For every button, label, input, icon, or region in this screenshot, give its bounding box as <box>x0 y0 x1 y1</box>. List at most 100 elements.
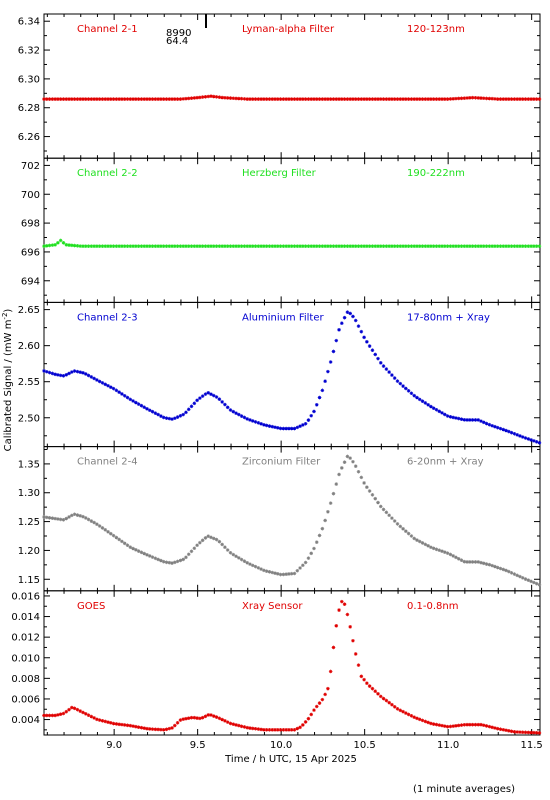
data-point <box>206 534 211 539</box>
data-point <box>136 244 141 248</box>
data-point <box>451 96 455 101</box>
panel-filter-label: Lyman-alpha Filter <box>242 24 335 35</box>
data-point <box>256 566 261 570</box>
data-point <box>476 244 481 248</box>
data-point <box>356 663 361 667</box>
data-point <box>161 728 166 732</box>
data-point <box>276 728 280 732</box>
data-point <box>537 244 542 248</box>
data-point <box>351 97 355 101</box>
y-tick-label: 1.30 <box>18 488 40 499</box>
data-point <box>412 97 416 101</box>
y-tick-label: 694 <box>21 276 40 287</box>
data-point <box>384 698 389 703</box>
panel-band-label: 17-80nm + Xray <box>407 312 490 323</box>
data-point <box>298 424 302 428</box>
data-point <box>384 244 389 248</box>
data-point <box>81 710 85 715</box>
data-point <box>468 96 472 100</box>
data-point <box>309 97 314 101</box>
y-tick-label: 0.004 <box>11 715 40 726</box>
data-point <box>142 405 147 410</box>
y-tick-label: 1.15 <box>18 575 40 586</box>
data-point <box>481 723 486 728</box>
data-point <box>153 244 158 248</box>
data-point <box>495 244 500 248</box>
data-point <box>390 702 394 707</box>
data-point <box>253 97 258 101</box>
data-point <box>501 727 506 732</box>
data-point <box>114 388 119 393</box>
data-point <box>415 395 419 400</box>
data-point <box>56 97 60 101</box>
data-point <box>156 412 160 417</box>
data-point <box>262 727 266 732</box>
data-point <box>81 97 85 101</box>
data-point <box>267 424 272 428</box>
data-point <box>334 624 339 628</box>
data-point <box>501 244 506 248</box>
data-point <box>181 97 185 101</box>
data-point <box>131 399 135 403</box>
data-point <box>128 723 133 728</box>
data-point <box>523 577 528 581</box>
data-point <box>276 244 280 248</box>
data-point <box>237 244 241 248</box>
data-point <box>295 425 300 430</box>
data-point <box>459 558 464 563</box>
data-point <box>378 361 383 365</box>
data-point <box>289 426 294 431</box>
data-point <box>312 409 316 414</box>
data-point <box>153 727 158 732</box>
data-point <box>256 421 261 425</box>
data-point <box>100 381 105 385</box>
data-point <box>443 550 447 554</box>
y-tick-label: 2.65 <box>18 305 40 316</box>
data-point <box>529 438 533 442</box>
data-point <box>248 244 252 248</box>
data-point <box>515 244 519 248</box>
data-point <box>412 536 416 541</box>
data-point <box>356 324 361 328</box>
data-point <box>92 244 96 248</box>
data-point <box>507 244 511 248</box>
data-point <box>75 369 80 374</box>
data-point <box>381 696 386 701</box>
data-point <box>309 712 314 717</box>
data-point <box>348 625 352 629</box>
data-point <box>370 686 375 691</box>
data-point <box>159 727 163 732</box>
y-tick-label: 6.28 <box>18 103 40 114</box>
data-point <box>298 244 302 248</box>
data-point <box>334 482 339 486</box>
data-point <box>234 411 238 415</box>
data-point <box>398 381 403 386</box>
data-point <box>409 534 414 538</box>
data-point <box>122 393 127 398</box>
data-point <box>58 712 63 716</box>
data-point <box>78 244 82 248</box>
data-point <box>281 572 286 577</box>
x-tick-label: 10.5 <box>354 740 376 751</box>
data-point <box>67 515 71 519</box>
data-point <box>164 244 169 248</box>
data-point <box>295 568 300 573</box>
data-point <box>86 517 91 522</box>
data-point <box>186 96 191 101</box>
data-point <box>95 244 99 248</box>
data-point <box>515 433 519 437</box>
data-point <box>225 96 230 100</box>
data-point <box>167 244 172 248</box>
data-point <box>106 720 110 724</box>
data-point <box>314 402 319 407</box>
data-point <box>367 344 372 348</box>
data-point <box>50 371 55 376</box>
data-point <box>454 416 458 420</box>
data-point <box>75 244 80 248</box>
data-point <box>289 244 294 248</box>
data-point <box>504 97 508 101</box>
data-point <box>309 244 314 248</box>
data-point <box>301 97 305 101</box>
data-point <box>423 244 428 248</box>
data-point <box>89 375 94 379</box>
